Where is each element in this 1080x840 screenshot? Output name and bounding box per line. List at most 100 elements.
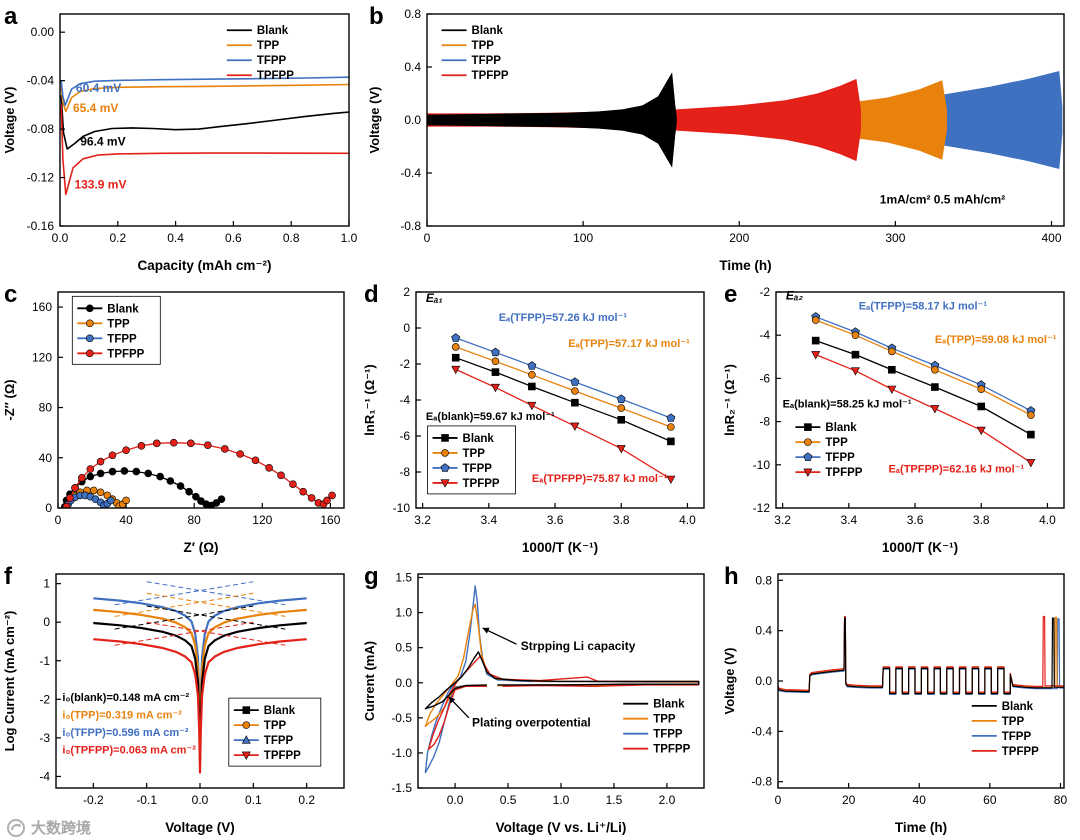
svg-text:-12: -12 [753, 501, 771, 515]
watermark: 大数跨境 [6, 817, 91, 838]
svg-text:TPP: TPP [264, 720, 287, 732]
svg-text:1: 1 [43, 577, 50, 591]
svg-text:TFPP: TFPP [463, 463, 493, 475]
panel-e: 3.2 3.4 3.6 3.8 4.0 -2 -4 -6 -8 -10 -12 1000/T (K⁻¹… [722, 281, 1065, 555]
svg-text:3.4: 3.4 [840, 513, 857, 527]
panel-d: 3.2 3.4 3.6 3.8 4.0 2 0 -2 -4 -6 -8 -10 1000/T (K⁻¹)… [362, 281, 705, 555]
svg-text:0.0: 0.0 [447, 793, 464, 807]
svg-text:i₀(blank)=0.148 mA cm⁻²: i₀(blank)=0.148 mA cm⁻² [62, 692, 189, 704]
svg-text:133.9 mV: 133.9 mV [74, 177, 126, 191]
svg-text:d: d [364, 281, 379, 308]
svg-text:-10: -10 [753, 458, 771, 472]
svg-text:40: 40 [39, 451, 53, 465]
svg-text:TPFPP: TPFPP [463, 478, 500, 490]
svg-text:TPP: TPP [1002, 716, 1025, 728]
svg-text:-0.4: -0.4 [400, 166, 421, 180]
svg-text:-3: -3 [39, 731, 50, 745]
svg-text:Plating overpotential: Plating overpotential [472, 715, 591, 729]
svg-text:0.0: 0.0 [52, 231, 69, 245]
svg-text:-6: -6 [759, 371, 770, 385]
svg-text:4.0: 4.0 [1039, 513, 1056, 527]
svg-text:Voltage (V): Voltage (V) [165, 820, 235, 835]
svg-text:-0.8: -0.8 [751, 775, 772, 789]
svg-text:-8: -8 [759, 415, 770, 429]
svg-text:f: f [4, 563, 13, 590]
svg-text:0.8: 0.8 [755, 573, 772, 587]
svg-text:0.4: 0.4 [404, 60, 421, 74]
svg-text:-2: -2 [39, 692, 50, 706]
svg-text:-1.5: -1.5 [391, 781, 412, 795]
svg-text:TPFPP: TPFPP [825, 467, 862, 479]
svg-text:0: 0 [43, 615, 50, 629]
svg-text:0.0: 0.0 [192, 793, 209, 807]
svg-text:1mA/cm² 0.5 mAh/cm²: 1mA/cm² 0.5 mAh/cm² [880, 192, 1005, 206]
svg-text:3.4: 3.4 [480, 513, 497, 527]
svg-text:0.0: 0.0 [404, 113, 421, 127]
svg-text:Blank: Blank [653, 699, 685, 711]
svg-text:i₀(TPP)=0.319 mA cm⁻²: i₀(TPP)=0.319 mA cm⁻² [62, 710, 182, 722]
svg-text:0.6: 0.6 [225, 231, 242, 245]
svg-text:lnR₁⁻¹ (Ω⁻¹): lnR₁⁻¹ (Ω⁻¹) [362, 364, 377, 435]
svg-text:-2: -2 [759, 285, 770, 299]
svg-text:100: 100 [573, 231, 593, 245]
svg-text:Voltage (V): Voltage (V) [367, 87, 382, 154]
svg-text:TFPP: TFPP [1002, 731, 1032, 743]
svg-text:4.0: 4.0 [679, 513, 696, 527]
svg-text:i₀(TFPP)=0.596 mA cm⁻²: i₀(TFPP)=0.596 mA cm⁻² [62, 727, 189, 739]
svg-text:20: 20 [842, 793, 856, 807]
svg-text:160: 160 [32, 300, 52, 314]
svg-text:h: h [724, 563, 739, 590]
svg-text:Time (h): Time (h) [895, 820, 947, 835]
svg-text:TFPP: TFPP [264, 735, 294, 747]
svg-text:160: 160 [320, 513, 340, 527]
svg-text:i₀(TPFPP)=0.063 mA cm⁻²: i₀(TPFPP)=0.063 mA cm⁻² [62, 744, 196, 756]
svg-text:g: g [364, 563, 379, 590]
svg-text:-4: -4 [399, 393, 410, 407]
svg-text:3.2: 3.2 [774, 513, 791, 527]
svg-text:lnR₂⁻¹ (Ω⁻¹): lnR₂⁻¹ (Ω⁻¹) [722, 364, 737, 436]
svg-text:-0.16: -0.16 [27, 219, 55, 233]
svg-text:-0.12: -0.12 [27, 171, 55, 185]
svg-text:3.6: 3.6 [907, 513, 924, 527]
panel-g: 0.0 0.5 1.0 1.5 2.0 -1.5 -1.0 -0.5 0.0 0.5 1.0 1.5 V… [362, 563, 705, 835]
svg-text:0.4: 0.4 [167, 231, 184, 245]
svg-text:1.5: 1.5 [395, 571, 412, 585]
svg-text:TFPP: TFPP [825, 452, 855, 464]
svg-text:Strpping Li capacity: Strpping Li capacity [521, 639, 636, 653]
svg-text:Eₐ(TPFPP)=75.87 kJ mol⁻¹: Eₐ(TPFPP)=75.87 kJ mol⁻¹ [532, 473, 668, 485]
svg-text:0.5: 0.5 [395, 641, 412, 655]
svg-text:2: 2 [403, 285, 410, 299]
svg-text:-4: -4 [759, 328, 770, 342]
svg-text:TPFPP: TPFPP [472, 70, 509, 82]
svg-text:TFPP: TFPP [653, 729, 683, 741]
svg-text:Eₐ(TPFPP)=62.16 kJ mol⁻¹: Eₐ(TPFPP)=62.16 kJ mol⁻¹ [889, 463, 1025, 475]
svg-text:0.0: 0.0 [395, 676, 412, 690]
svg-text:-0.4: -0.4 [751, 724, 772, 738]
svg-text:0: 0 [45, 501, 52, 515]
svg-text:3.8: 3.8 [613, 513, 630, 527]
svg-text:2.0: 2.0 [659, 793, 676, 807]
svg-text:TPP: TPP [257, 40, 280, 52]
svg-text:Eₐ(blank)=58.25 kJ mol⁻¹: Eₐ(blank)=58.25 kJ mol⁻¹ [783, 399, 912, 411]
svg-text:-1: -1 [39, 654, 50, 668]
svg-text:Blank: Blank [1002, 701, 1034, 713]
svg-text:-2: -2 [399, 357, 410, 371]
svg-text:TPP: TPP [107, 318, 130, 330]
svg-text:Eₐ₂: Eₐ₂ [786, 289, 804, 303]
svg-text:Eₐ(TFPP)=57.26 kJ mol⁻¹: Eₐ(TFPP)=57.26 kJ mol⁻¹ [499, 312, 628, 324]
svg-text:300: 300 [885, 231, 905, 245]
svg-text:1.0: 1.0 [553, 793, 570, 807]
svg-text:0.8: 0.8 [283, 231, 300, 245]
svg-text:-0.04: -0.04 [27, 74, 55, 88]
svg-text:65.4 mV: 65.4 mV [73, 101, 118, 115]
svg-text:60.4 mV: 60.4 mV [76, 81, 121, 95]
svg-text:-6: -6 [399, 429, 410, 443]
svg-text:Blank: Blank [472, 25, 504, 37]
svg-text:1.0: 1.0 [395, 606, 412, 620]
svg-text:-0.1: -0.1 [136, 793, 157, 807]
svg-text:Current (mA): Current (mA) [362, 641, 377, 721]
svg-text:80: 80 [1054, 793, 1068, 807]
panel-c: 0 40 80 120 160 0 40 80 120 160 Z′ (Ω) -Z″ (Ω) c Blan… [2, 281, 345, 555]
svg-text:a: a [4, 3, 18, 30]
